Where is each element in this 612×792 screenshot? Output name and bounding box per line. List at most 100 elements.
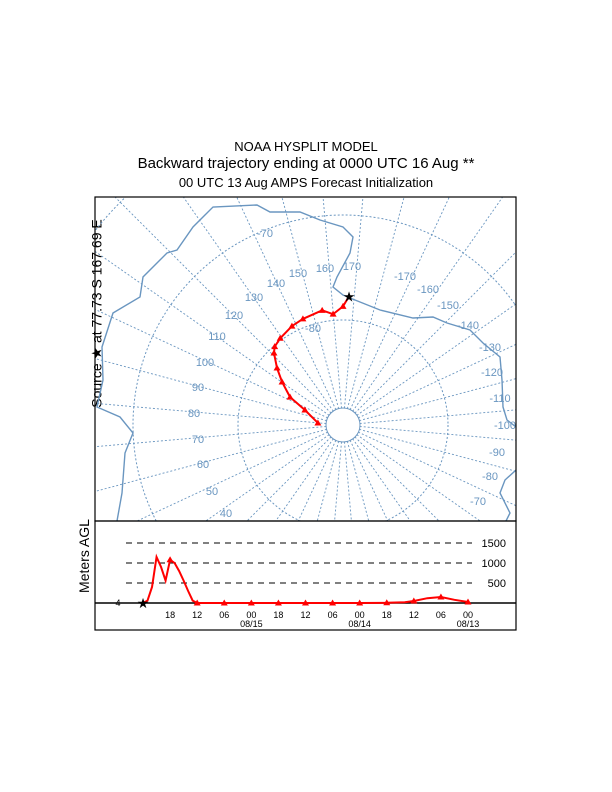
x-tick-label: 06: [328, 610, 338, 620]
longitude-label: 120: [225, 310, 243, 322]
meridian-line: [95, 308, 328, 419]
meridian-line: [346, 441, 370, 521]
meridian-line: [349, 197, 450, 410]
longitude-label: -160: [417, 284, 439, 296]
height-marker: [193, 599, 201, 606]
x-tick-label: 00: [246, 610, 256, 620]
coastline: [499, 469, 516, 521]
meridian-line: [359, 378, 516, 422]
trajectory-marker: [299, 315, 307, 322]
meridian-line: [95, 426, 327, 448]
height-marker: [356, 599, 364, 606]
meridian-line: [344, 197, 364, 409]
x-tick-label: 12: [409, 610, 419, 620]
longitude-label: 40: [220, 508, 232, 520]
meridian-line: [281, 197, 340, 409]
height-marker: [410, 597, 418, 604]
longitude-label: -140: [457, 320, 479, 332]
height-marker: [437, 593, 445, 600]
meridian-line: [275, 438, 334, 521]
meridian-line: [352, 438, 411, 521]
longitude-label: -170: [394, 271, 416, 283]
height-series-line: [142, 553, 469, 604]
height-marker: [166, 556, 174, 563]
height-marker: [302, 599, 309, 606]
longitude-label: 110: [208, 331, 226, 343]
meridian-line: [205, 434, 330, 521]
model-title: NOAA HYSPLIT MODEL: [234, 139, 378, 154]
meridian-line: [354, 251, 516, 414]
longitude-label: -100: [494, 420, 516, 432]
meridian-line: [346, 197, 405, 409]
meridian-line: [358, 431, 516, 507]
trajectory-marker: [288, 322, 296, 329]
coastline: [96, 204, 516, 521]
meridian-line: [356, 434, 481, 521]
height-marker: [274, 599, 282, 606]
meridian-line: [236, 197, 337, 410]
x-tick-label: 12: [192, 610, 202, 620]
y-tick-label: 500: [488, 578, 506, 590]
longitude-label: 100: [196, 357, 214, 369]
meridian-line: [182, 197, 334, 412]
meridian-line: [246, 436, 332, 521]
meridian-line: [352, 197, 504, 412]
meridian-line: [114, 197, 332, 414]
trajectory-marker: [271, 343, 279, 350]
longitude-label: -150: [437, 300, 459, 312]
y-tick-label: 1000: [482, 558, 506, 570]
trajectory-marker: [339, 302, 347, 309]
longitude-label: 70: [192, 434, 204, 446]
trajectory-line: [272, 295, 350, 424]
trajectory-marker: [273, 364, 281, 371]
source-star-icon: ★: [137, 595, 150, 611]
x-tick-label: 18: [273, 610, 283, 620]
source-height-label: 4: [115, 598, 120, 608]
trajectory-marker: [270, 349, 278, 356]
longitude-label: -90: [489, 447, 505, 459]
meridian-line: [334, 441, 342, 521]
meridian-line: [354, 436, 440, 521]
trajectory-marker: [314, 419, 322, 426]
longitude-label: 130: [245, 292, 263, 304]
height-marker: [383, 599, 391, 606]
longitude-label: 60: [197, 459, 209, 471]
meridian-line: [136, 431, 328, 521]
trajectory-marker: [276, 334, 284, 341]
pole-circle: [325, 407, 361, 443]
meridian-line: [344, 441, 352, 521]
meridian-line: [316, 441, 340, 521]
initialization-line: 00 UTC 13 Aug AMPS Forecast Initializati…: [178, 175, 434, 190]
source-star-icon: ★: [343, 288, 356, 304]
map-panel: -80 -70 150 160 170 -170-160 -150 -140-130 -120 -…: [95, 197, 516, 521]
longitude-label: -70: [470, 496, 486, 508]
trajectory-marker: [318, 306, 326, 313]
meridian-line: [322, 197, 342, 409]
date-label: 08/15: [240, 619, 263, 629]
trajectory-marker: [301, 406, 309, 413]
longitude-label: -120: [481, 367, 503, 379]
height-marker: [220, 599, 228, 606]
longitude-label: 170: [343, 261, 361, 273]
y-tick-label: 1500: [482, 538, 506, 550]
date-label: 08/14: [348, 619, 371, 629]
longitude-label: 160: [316, 263, 334, 275]
height-frame: [94, 520, 517, 631]
trajectory-marker: [329, 310, 337, 317]
trajectory-marker: [286, 393, 294, 400]
longitude-label: -80: [482, 471, 498, 483]
height-marker: [464, 598, 472, 605]
x-tick-label: 06: [436, 610, 446, 620]
longitude-label: 80: [188, 408, 200, 420]
meridian-line: [356, 303, 516, 416]
latitude-circle: [237, 319, 449, 521]
meridian-line: [95, 402, 327, 424]
x-tick-label: 18: [382, 610, 392, 620]
meridian-line: [359, 428, 516, 472]
x-tick-label: 00: [355, 610, 365, 620]
x-tick-label: 18: [165, 610, 175, 620]
meridian-line: [358, 343, 516, 419]
latitude-label: -70: [257, 228, 273, 240]
height-marker: [247, 599, 255, 606]
